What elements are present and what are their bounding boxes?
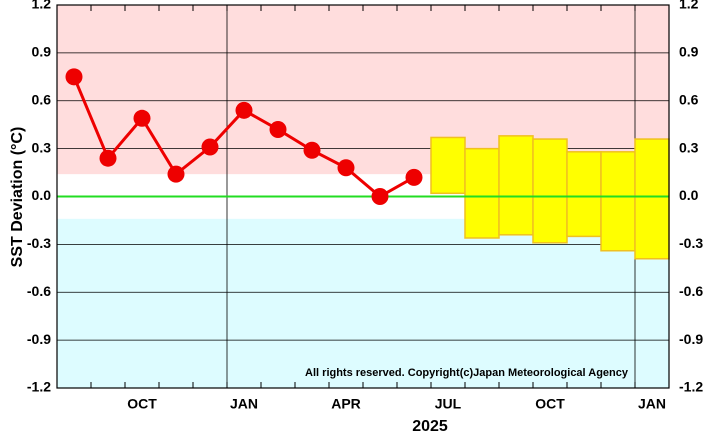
y-tick-label: 0.0: [32, 187, 52, 203]
cold-zone: [57, 218, 669, 388]
y2-tick-label: -1.2: [679, 379, 703, 395]
y-tick-label: 1.2: [32, 0, 52, 12]
y-tick-label: -1.2: [27, 379, 51, 395]
y2-tick-label: -0.6: [679, 283, 703, 299]
forecast-box: [566, 151, 602, 238]
data-point: [201, 138, 219, 156]
x-axis-label: 2025: [412, 418, 448, 435]
y-tick-label: -0.6: [27, 283, 51, 299]
y-tick-label: 0.9: [32, 44, 52, 60]
x-tick-label: APR: [331, 396, 361, 412]
data-point: [99, 149, 117, 167]
data-point: [337, 159, 355, 177]
y-tick-label: -0.9: [27, 331, 51, 347]
y2-tick-label: 0.0: [679, 187, 699, 203]
plot-frame: [56, 4, 670, 389]
data-point: [167, 165, 185, 183]
y2-tick-label: 0.3: [679, 139, 699, 155]
forecast-box: [600, 151, 636, 252]
forecast-box: [532, 138, 568, 244]
x-tick-label: OCT: [127, 396, 157, 412]
data-point: [269, 120, 287, 138]
y2-tick-label: 1.2: [679, 0, 699, 12]
y-tick-label: -0.3: [27, 235, 51, 251]
y-axis-label: SST Deviation (°C): [9, 127, 26, 268]
y-tick-label: 0.6: [32, 91, 52, 107]
data-point: [303, 141, 321, 159]
y2-tick-label: -0.9: [679, 331, 703, 347]
data-point: [371, 188, 389, 205]
forecast-box: [498, 135, 534, 236]
data-point: [133, 109, 151, 127]
y-tick-label: 0.3: [32, 139, 52, 155]
x-tick-label: OCT: [535, 396, 565, 412]
y2-tick-label: 0.6: [679, 91, 699, 107]
x-tick-label: JUL: [435, 396, 462, 412]
data-point: [405, 168, 423, 186]
x-tick-label: JAN: [230, 396, 258, 412]
forecast-box: [464, 147, 500, 239]
y2-tick-label: 0.9: [679, 44, 699, 60]
x-tick-label: JAN: [638, 396, 666, 412]
forecast-box: [430, 136, 466, 195]
y2-tick-label: -0.3: [679, 235, 703, 251]
data-point: [65, 68, 83, 86]
data-point: [235, 101, 253, 119]
forecast-box: [634, 138, 670, 260]
annotation: All rights reserved. Copyright(c)Japan M…: [305, 367, 629, 379]
